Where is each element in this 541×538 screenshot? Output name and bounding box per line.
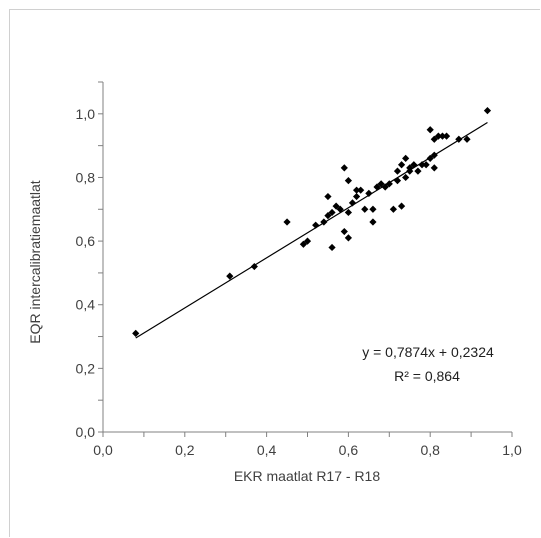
data-point — [324, 212, 332, 220]
data-point — [410, 161, 418, 169]
data-point — [352, 186, 361, 194]
data-point — [348, 199, 357, 207]
data-point — [226, 272, 234, 280]
data-point — [393, 177, 402, 185]
y-tick-label: 1,0 — [76, 106, 96, 122]
data-point — [397, 161, 406, 169]
data-point — [328, 243, 336, 252]
data-point — [340, 227, 348, 236]
y-axis-ticks: 0,0 0,2 0,4 0,6 0,8 1,0 — [76, 81, 103, 440]
x-tick-label: 1,0 — [502, 442, 522, 458]
data-point — [438, 132, 447, 140]
data-point — [377, 180, 385, 188]
data-point — [455, 135, 463, 143]
data-point — [402, 173, 410, 182]
data-point — [430, 164, 438, 172]
data-point — [303, 237, 312, 245]
x-tick-label: 0,2 — [175, 442, 195, 458]
data-point — [393, 167, 402, 175]
data-point — [344, 234, 352, 242]
data-point — [312, 221, 320, 229]
data-point — [361, 205, 369, 213]
data-point — [397, 202, 406, 210]
data-point — [320, 218, 328, 226]
y-tick-label: 0,6 — [76, 233, 96, 249]
data-point — [283, 218, 291, 226]
data-point — [442, 132, 451, 140]
data-point — [389, 205, 397, 213]
data-point — [357, 186, 365, 194]
data-point — [483, 107, 492, 115]
x-tick-label: 0,4 — [257, 442, 277, 458]
x-axis-ticks: 0,0 0,2 0,4 0,6 0,8 1,0 — [93, 432, 522, 458]
y-tick-label: 0,8 — [76, 169, 96, 185]
x-axis-title: EKR maatlat R17 - R18 — [234, 468, 380, 484]
data-point — [352, 192, 361, 201]
data-point — [132, 329, 140, 337]
data-point — [422, 161, 430, 169]
data-point — [369, 218, 377, 226]
data-point — [344, 208, 352, 217]
data-point — [426, 126, 434, 134]
data-point — [414, 167, 422, 175]
x-tick-label: 0,8 — [420, 442, 440, 458]
data-point — [418, 161, 426, 169]
x-tick-label: 0,0 — [93, 442, 113, 458]
y-axis-title: EQR intercalibratiemaatlat — [27, 180, 43, 344]
data-point — [402, 154, 410, 162]
data-point — [299, 240, 308, 248]
data-point — [381, 183, 389, 191]
data-point — [406, 167, 414, 175]
y-tick-label: 0,0 — [76, 424, 96, 440]
data-point — [385, 180, 393, 188]
data-point — [324, 192, 332, 201]
data-point — [344, 177, 352, 185]
trend-r-squared: R² = 0,864 — [394, 368, 460, 384]
data-point — [328, 208, 336, 217]
data-point — [434, 132, 442, 140]
data-point — [426, 154, 434, 162]
data-point — [430, 135, 438, 143]
y-tick-label: 0,2 — [76, 360, 96, 376]
data-point — [369, 205, 377, 213]
data-point — [430, 151, 438, 159]
x-tick-label: 0,6 — [339, 442, 359, 458]
data-point — [373, 183, 381, 191]
data-point — [250, 262, 258, 271]
data-point — [332, 202, 340, 210]
y-tick-label: 0,4 — [76, 297, 96, 313]
data-point — [365, 189, 373, 197]
data-point — [463, 135, 471, 143]
trend-equation: y = 0,7874x + 0,2324 — [362, 344, 494, 360]
chart-frame — [9, 9, 540, 537]
data-point — [340, 164, 348, 172]
data-points — [132, 107, 492, 337]
data-point — [336, 205, 344, 213]
